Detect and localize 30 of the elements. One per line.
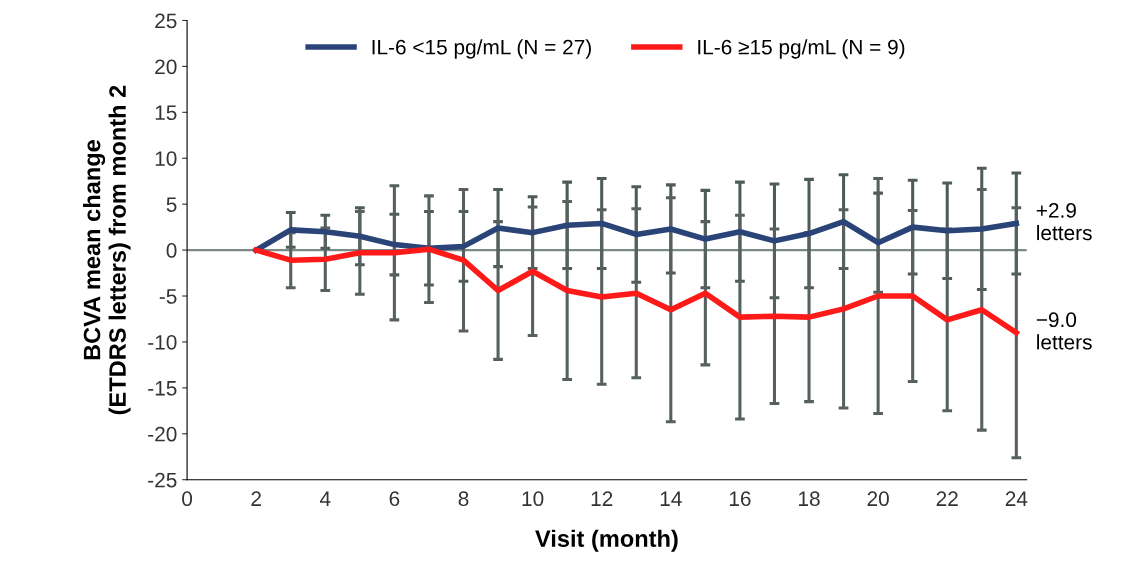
y-tick-label: 5 [166, 197, 177, 212]
x-tick-label: 20 [867, 491, 889, 507]
y-tick-label: -5 [159, 289, 177, 304]
y-axis-title: BCVA mean change (ETDRS letters) from month 2 [83, 85, 131, 415]
x-tick-label: 14 [660, 491, 682, 506]
x-tick-label: 6 [389, 491, 400, 507]
y-tick-label: 10 [155, 151, 177, 166]
y-tick-label: 25 [155, 13, 177, 29]
x-tick-label: 0 [182, 491, 193, 507]
y-tick-label: 0 [166, 243, 177, 258]
y-tick-label: -25 [148, 472, 177, 488]
legend-label: IL-6 <15 pg/mL (N = 27) [372, 39, 591, 59]
x-tick-label: 10 [522, 491, 544, 507]
x-tick-label: 2 [251, 491, 261, 506]
y-tick-label: -20 [148, 426, 177, 442]
y-tick-label: 15 [155, 105, 177, 121]
x-tick-label: 22 [936, 491, 958, 506]
x-tick-label: 8 [458, 491, 469, 507]
x-tick-label: 24 [1005, 491, 1028, 506]
x-tick-label: 12 [591, 491, 613, 506]
x-tick-label: 18 [799, 491, 820, 507]
annotation: −9.0 letters [1036, 312, 1092, 350]
x-axis-title: Visit (month) [535, 529, 678, 552]
annotation: +2.9 letters [1036, 203, 1092, 241]
y-tick-label: 20 [155, 59, 177, 75]
x-tick-label: 16 [729, 491, 751, 507]
y-tick-label: -15 [148, 381, 177, 396]
x-tick-label: 4 [319, 491, 331, 506]
y-tick-label: -10 [148, 334, 177, 350]
legend-label: IL-6 ≥15 pg/mL (N = 9) [698, 39, 905, 59]
